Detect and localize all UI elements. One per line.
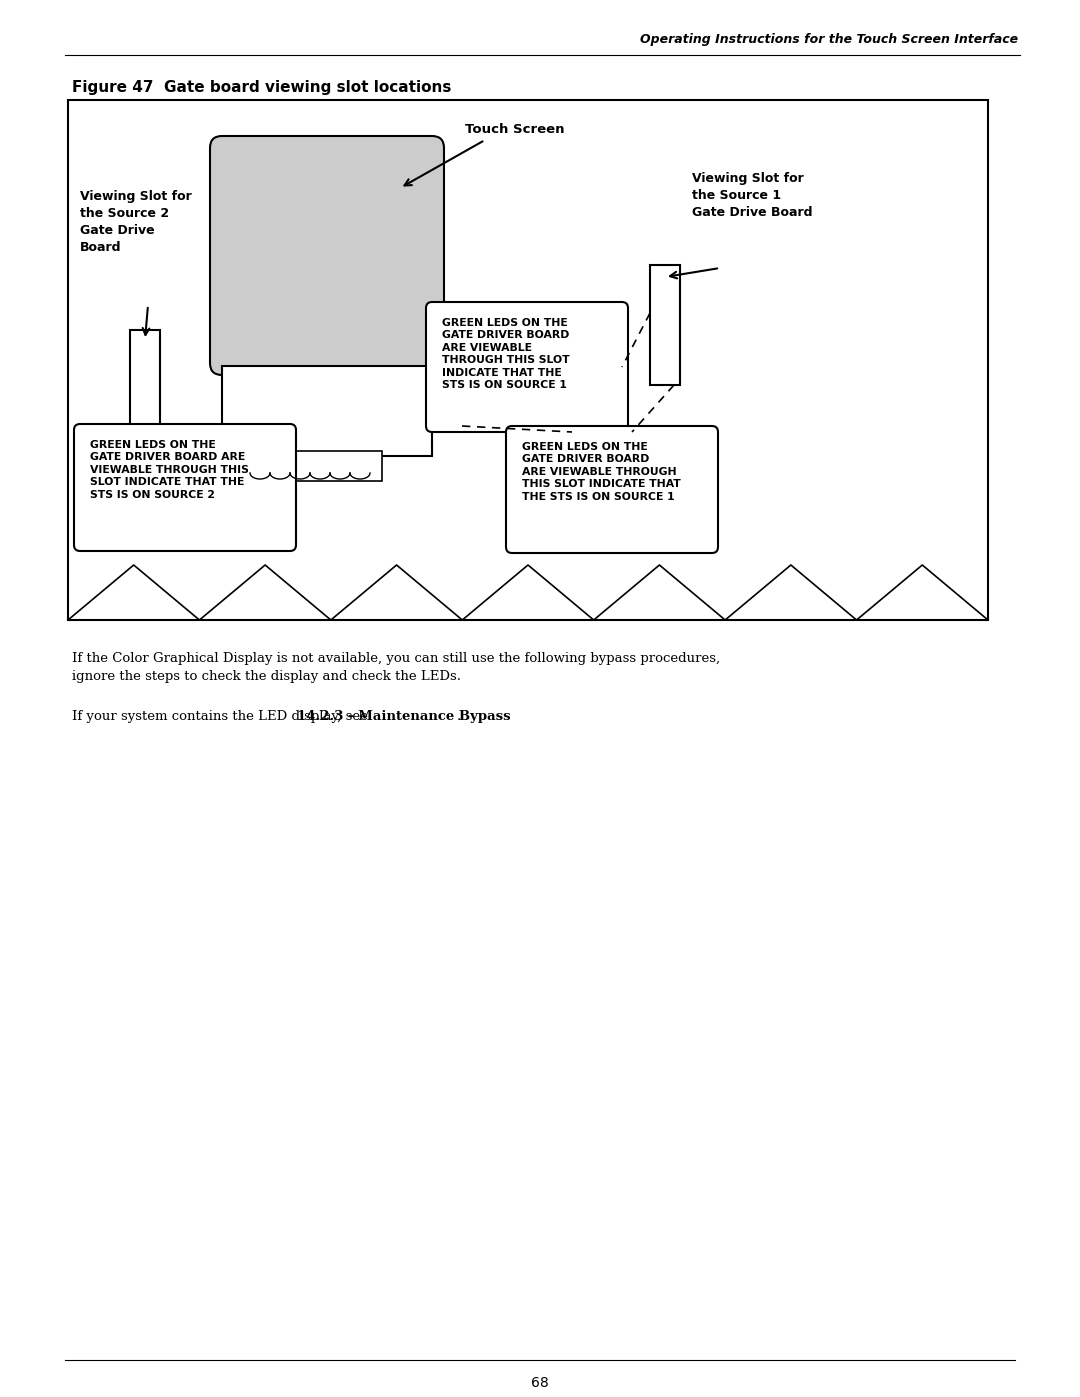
FancyBboxPatch shape — [75, 425, 296, 550]
Bar — [68, 101, 988, 620]
FancyBboxPatch shape — [426, 302, 627, 432]
Text: Viewing Slot for
the Source 1
Gate Drive Board: Viewing Slot for the Source 1 Gate Drive… — [692, 172, 812, 219]
Text: GREEN LEDS ON THE
GATE DRIVER BOARD ARE
VIEWABLE THROUGH THIS
SLOT INDICATE THAT: GREEN LEDS ON THE GATE DRIVER BOARD ARE … — [90, 440, 248, 500]
Text: If your system contains the LED display, see: If your system contains the LED display,… — [72, 710, 373, 724]
Bar — [242, 451, 382, 481]
Text: .: . — [457, 710, 460, 724]
Text: 14.2.3 - Maintenance Bypass: 14.2.3 - Maintenance Bypass — [297, 710, 511, 724]
Bar — [222, 366, 432, 455]
Text: GREEN LEDS ON THE
GATE DRIVER BOARD
ARE VIEWABLE THROUGH
THIS SLOT INDICATE THAT: GREEN LEDS ON THE GATE DRIVER BOARD ARE … — [522, 441, 680, 502]
Text: GREEN LEDS ON THE
GATE DRIVER BOARD
ARE VIEWABLE
THROUGH THIS SLOT
INDICATE THAT: GREEN LEDS ON THE GATE DRIVER BOARD ARE … — [442, 319, 569, 390]
Bar — [130, 330, 160, 450]
Text: Figure 47  Gate board viewing slot locations: Figure 47 Gate board viewing slot locati… — [72, 80, 451, 95]
Text: Operating Instructions for the Touch Screen Interface: Operating Instructions for the Touch Scr… — [639, 34, 1018, 46]
FancyBboxPatch shape — [210, 136, 444, 374]
Text: 68: 68 — [531, 1376, 549, 1390]
Bar — [650, 265, 680, 386]
FancyBboxPatch shape — [507, 426, 718, 553]
Text: Viewing Slot for
the Source 2
Gate Drive
Board: Viewing Slot for the Source 2 Gate Drive… — [80, 190, 192, 254]
Text: If the Color Graphical Display is not available, you can still use the following: If the Color Graphical Display is not av… — [72, 652, 720, 683]
Text: Touch Screen: Touch Screen — [465, 123, 565, 136]
